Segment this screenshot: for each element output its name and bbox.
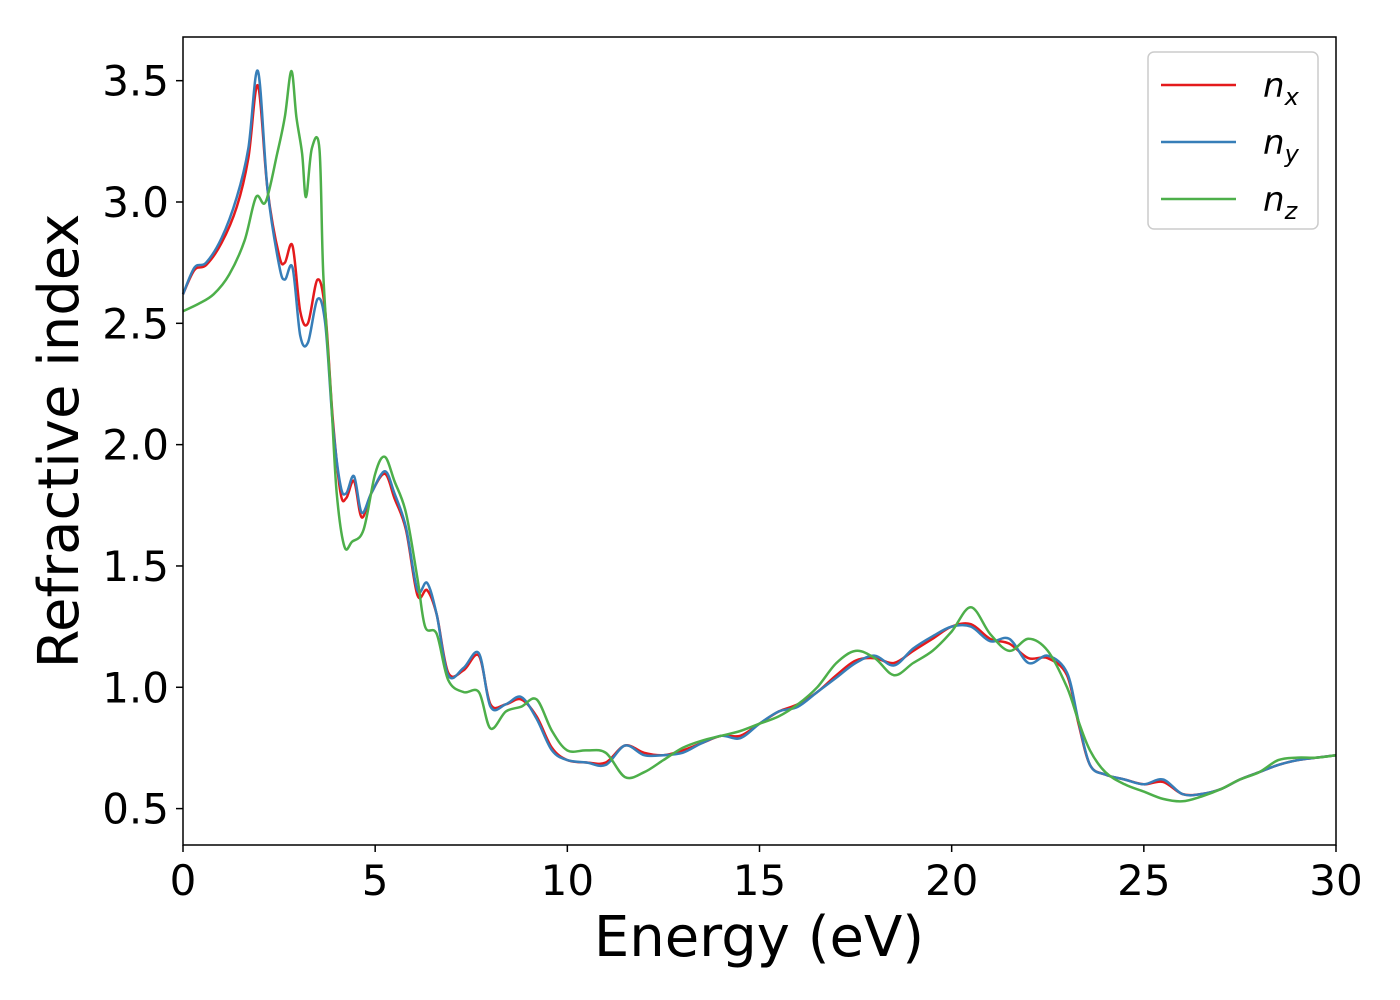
x-tick-label: 25 (1117, 856, 1170, 905)
y-tick-label: 0.5 (102, 785, 169, 834)
x-tick-label: 5 (362, 856, 389, 905)
x-axis-ticks: 0 5 10 15 20 25 30 (170, 845, 1363, 905)
series-line-z (182, 69, 1337, 803)
y-tick-label: 2.0 (102, 421, 169, 470)
plot-lines (181, 69, 1337, 803)
x-tick-label: 0 (170, 856, 197, 905)
legend-label-y: ny (1263, 123, 1300, 168)
x-tick-label: 15 (733, 856, 786, 905)
legend: nx ny nz (1147, 51, 1319, 230)
legend-label-x: nx (1263, 66, 1300, 111)
x-tick-label: 30 (1309, 856, 1362, 905)
series-line-y (181, 69, 1337, 797)
y-tick-label: 1.0 (102, 663, 169, 712)
legend-label-z: nz (1263, 180, 1299, 225)
y-axis-label: Refractive index (27, 214, 92, 669)
y-tick-label: 1.5 (102, 542, 169, 591)
y-axis-ticks: 0.5 1.0 1.5 2.0 2.5 3.0 3.5 (102, 57, 183, 834)
x-axis-label: Energy (eV) (594, 905, 924, 970)
legend-box (1147, 51, 1319, 230)
y-tick-label: 2.5 (102, 299, 169, 348)
y-tick-label: 3.5 (102, 57, 169, 106)
y-tick-label: 3.0 (102, 178, 169, 227)
x-tick-label: 10 (541, 856, 594, 905)
x-tick-label: 20 (925, 856, 978, 905)
